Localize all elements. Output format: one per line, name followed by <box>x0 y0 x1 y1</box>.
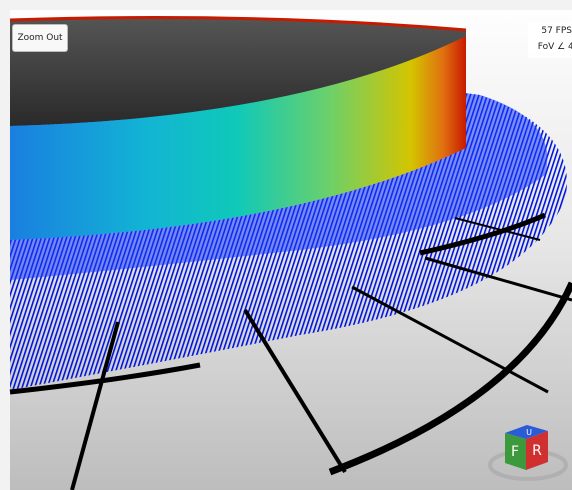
cube-front-label: F <box>511 444 519 460</box>
fov-readout: FoV ∠ 45° <box>537 42 572 52</box>
zoom-out-button[interactable]: Zoom Out <box>12 24 68 52</box>
cube-top[interactable] <box>505 425 548 439</box>
cube-front[interactable] <box>505 433 526 470</box>
top-strip <box>0 0 572 10</box>
cube-right[interactable] <box>526 431 548 470</box>
cube-right-label: R <box>532 443 542 459</box>
cylinder-inner <box>10 17 466 127</box>
stats-panel <box>528 22 572 58</box>
cylinder-rim <box>9 16 467 32</box>
floor-grid <box>9 212 572 490</box>
fps-counter: 57 FPS <box>541 26 572 36</box>
cube-up-label: U <box>526 428 532 437</box>
left-strip <box>0 0 10 490</box>
cylinder-wall <box>10 36 466 240</box>
